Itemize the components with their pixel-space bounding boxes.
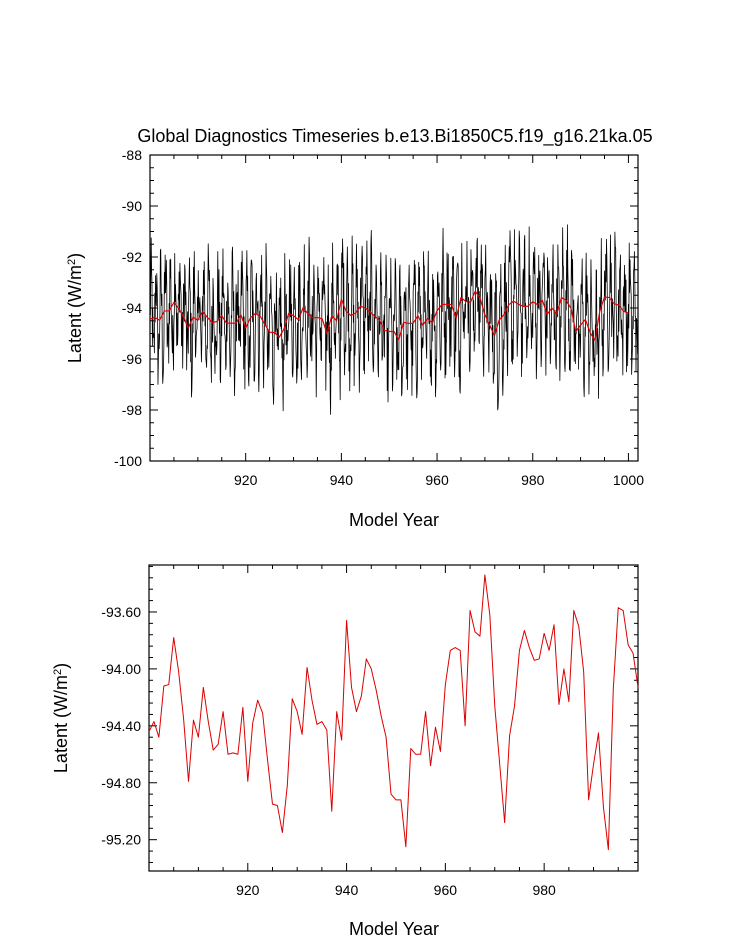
bottom-y-tick-label: -93.60 [101, 604, 141, 620]
bottom-annual-mean-line [148, 574, 639, 851]
top-y-axis-label-sup: 2 [66, 259, 78, 265]
top-x-tick-label: 960 [425, 472, 449, 488]
bottom-y-tick-label: -94.40 [101, 718, 141, 734]
top-x-axis-label: Model Year [349, 510, 439, 530]
chart-title: Global Diagnostics Timeseries b.e13.Bi18… [137, 126, 652, 147]
bottom-y-tick-label: -94.80 [101, 775, 141, 791]
top-y-tick-label: -94 [122, 300, 142, 316]
bottom-y-axis-label-tail: ) [51, 663, 71, 669]
top-y-tick-label: -98 [122, 402, 142, 418]
top-x-tick-label: 1000 [613, 472, 644, 488]
top-x-tick-label: 920 [234, 472, 258, 488]
top-y-tick-label: -96 [122, 351, 142, 367]
bottom-y-axis-label-main: Latent (W/m [51, 675, 71, 773]
top-timeseries-chart: Global Diagnostics Timeseries b.e13.Bi18… [65, 126, 653, 530]
bottom-y-axis-label-sup: 2 [52, 669, 64, 675]
bottom-axis-ticks [148, 565, 638, 871]
top-y-axis-label-tail: ) [65, 253, 85, 259]
top-y-axis-label-main: Latent (W/m [65, 265, 85, 363]
monthly-line [149, 224, 638, 415]
annual-mean-line [149, 290, 629, 341]
bottom-y-tick-labels: -95.20 -94.80 -94.40 -94.00 -93.60 [101, 604, 141, 848]
bottom-x-tick-label: 940 [335, 882, 359, 898]
top-y-tick-labels: -100 -98 -96 -94 -92 -90 -88 [114, 147, 142, 469]
top-y-axis-label: Latent (W/m2) [65, 253, 85, 363]
annual-mean-series [149, 290, 629, 341]
bottom-x-tick-label: 980 [532, 882, 556, 898]
bottom-y-axis-label: Latent (W/m2) [51, 663, 71, 773]
top-axis-ticks [149, 154, 638, 462]
bottom-x-axis-label: Model Year [349, 919, 439, 939]
bottom-x-tick-labels: 920 940 960 980 [236, 882, 556, 898]
top-y-tick-label: -88 [122, 147, 142, 163]
bottom-y-tick-label: -95.20 [101, 832, 141, 848]
bottom-x-tick-label: 920 [236, 882, 260, 898]
monthly-series [149, 224, 638, 415]
bottom-plot-frame [148, 564, 639, 872]
top-y-tick-label: -100 [114, 453, 142, 469]
top-plot-frame [149, 154, 639, 462]
bottom-x-tick-label: 960 [434, 882, 458, 898]
top-x-tick-label: 940 [330, 472, 354, 488]
top-y-tick-label: -90 [122, 198, 142, 214]
bottom-timeseries-chart: -95.20 -94.80 -94.40 -94.00 -93.60 920 940 960… [51, 564, 639, 939]
top-x-tick-labels: 920 940 960 980 1000 [234, 472, 644, 488]
top-y-tick-label: -92 [122, 249, 142, 265]
bottom-annual-mean-series [148, 574, 639, 851]
top-x-tick-label: 980 [521, 472, 545, 488]
bottom-y-tick-label: -94.00 [101, 661, 141, 677]
